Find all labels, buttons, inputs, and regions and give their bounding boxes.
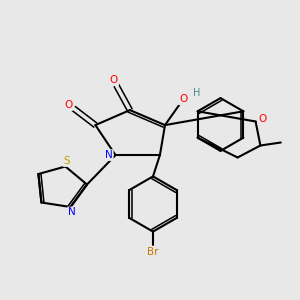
Text: O: O [179, 94, 187, 104]
Text: S: S [64, 156, 70, 166]
Text: O: O [258, 114, 266, 124]
Text: Br: Br [147, 247, 159, 257]
Text: H: H [194, 88, 201, 98]
Text: N: N [68, 207, 76, 218]
Text: N: N [105, 150, 113, 160]
Text: O: O [110, 75, 118, 85]
Text: O: O [64, 100, 73, 110]
